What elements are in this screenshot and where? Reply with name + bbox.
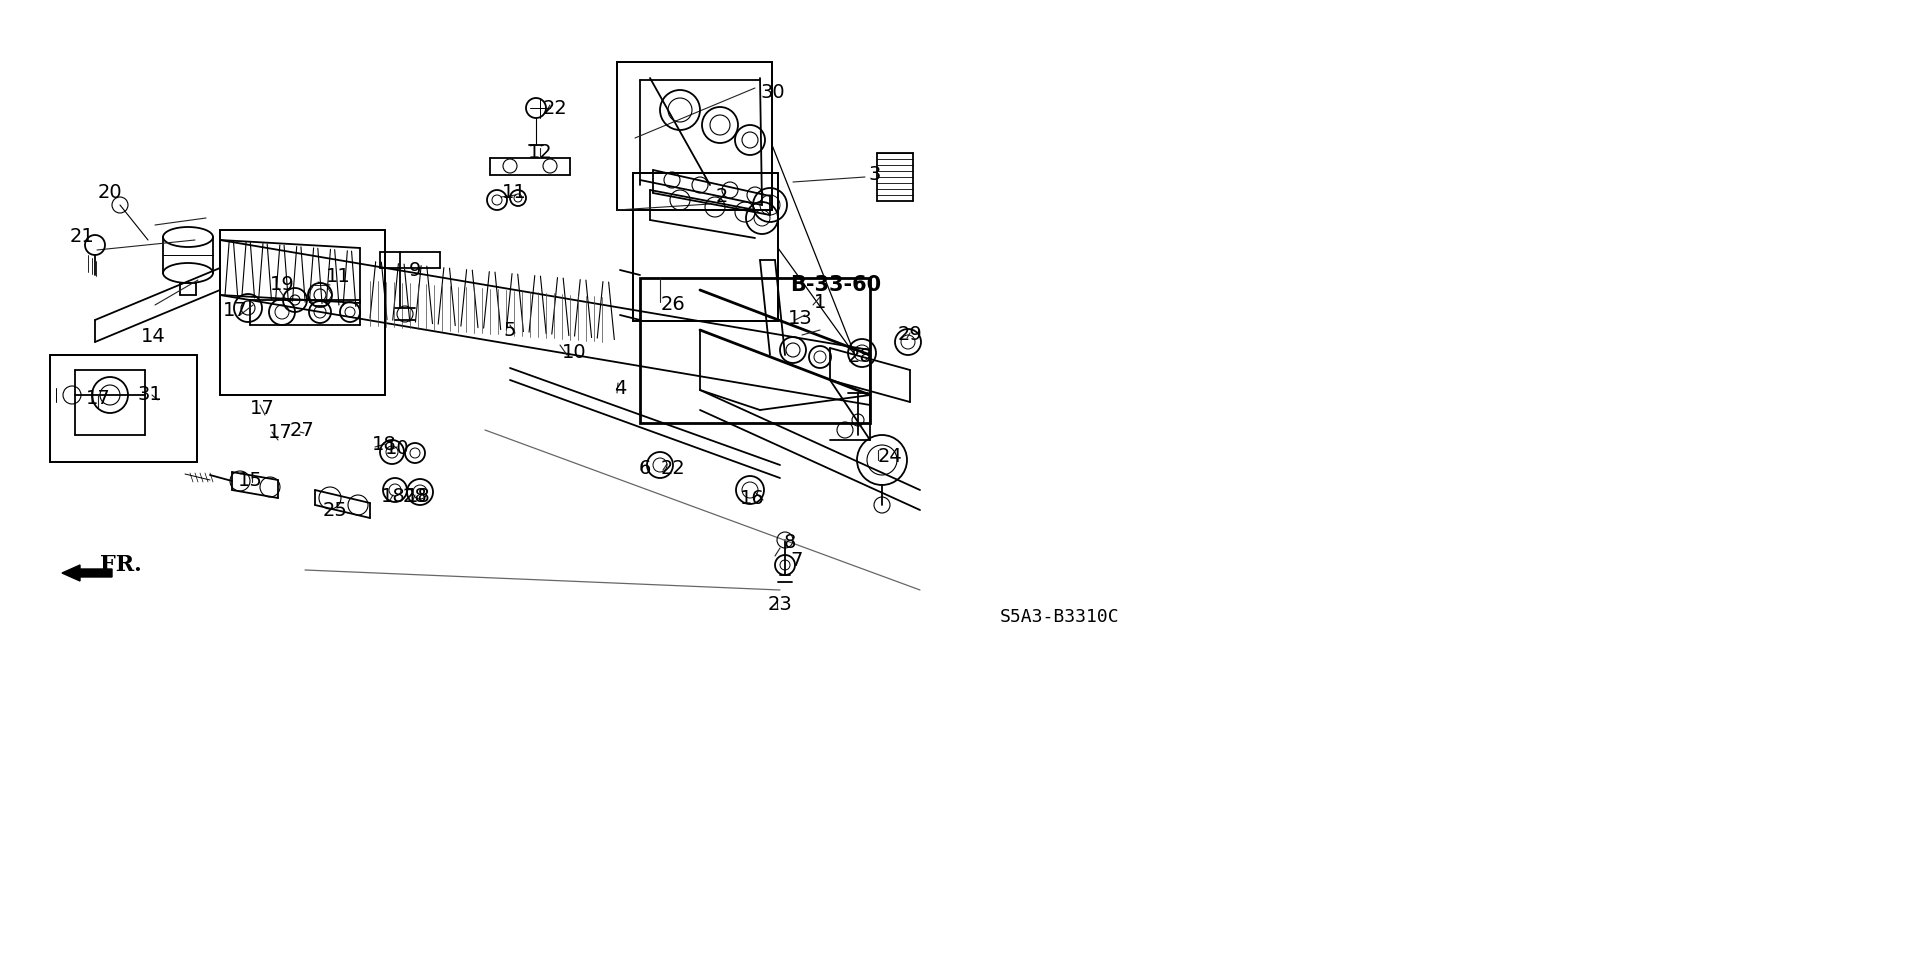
Text: 11: 11 xyxy=(326,268,349,287)
Text: 9: 9 xyxy=(409,261,420,279)
Text: 8: 8 xyxy=(783,533,797,552)
Text: 19: 19 xyxy=(269,275,294,294)
Text: 18: 18 xyxy=(372,435,396,455)
Text: 6: 6 xyxy=(639,458,651,478)
Text: 22: 22 xyxy=(543,99,568,118)
Text: 28: 28 xyxy=(847,346,872,365)
Text: 18: 18 xyxy=(380,487,405,506)
Text: 17: 17 xyxy=(86,389,109,409)
Text: 14: 14 xyxy=(140,328,165,346)
Text: 21: 21 xyxy=(69,227,94,246)
Bar xyxy=(50,355,198,462)
Bar xyxy=(639,278,870,423)
Text: 31: 31 xyxy=(138,386,163,405)
Text: 2: 2 xyxy=(716,188,728,206)
Text: 28: 28 xyxy=(403,487,428,506)
Text: 1: 1 xyxy=(814,292,826,312)
Text: 23: 23 xyxy=(768,596,793,615)
Text: 16: 16 xyxy=(739,488,764,507)
Bar xyxy=(221,230,386,395)
Text: 26: 26 xyxy=(660,295,685,315)
Text: 11: 11 xyxy=(501,182,526,201)
Text: 13: 13 xyxy=(787,309,812,328)
Text: 10: 10 xyxy=(563,342,586,362)
Text: 3: 3 xyxy=(870,166,881,184)
Text: 29: 29 xyxy=(899,325,922,344)
Text: B-33-60: B-33-60 xyxy=(791,275,881,295)
Bar xyxy=(634,173,778,321)
Text: 30: 30 xyxy=(760,83,785,103)
Text: 17: 17 xyxy=(223,300,248,319)
Text: 27: 27 xyxy=(290,420,315,439)
Text: 25: 25 xyxy=(323,501,348,520)
Text: S5A3-B3310C: S5A3-B3310C xyxy=(1000,608,1119,626)
Bar xyxy=(221,230,386,395)
Text: 17: 17 xyxy=(250,399,275,417)
Text: 24: 24 xyxy=(877,447,902,465)
Text: 17: 17 xyxy=(267,424,292,442)
Text: 15: 15 xyxy=(238,471,263,489)
Text: 20: 20 xyxy=(98,182,123,201)
Bar xyxy=(616,62,772,210)
Text: 12: 12 xyxy=(528,144,553,162)
Bar xyxy=(616,62,772,210)
Bar xyxy=(634,173,778,321)
Text: 4: 4 xyxy=(614,379,626,397)
Text: 10: 10 xyxy=(384,438,409,457)
Text: FR.: FR. xyxy=(100,554,142,576)
Text: 22: 22 xyxy=(660,458,685,478)
Text: 18: 18 xyxy=(405,487,430,506)
Text: 5: 5 xyxy=(503,320,516,339)
FancyArrow shape xyxy=(61,565,111,581)
Text: 7: 7 xyxy=(791,550,803,570)
Bar xyxy=(50,355,198,462)
